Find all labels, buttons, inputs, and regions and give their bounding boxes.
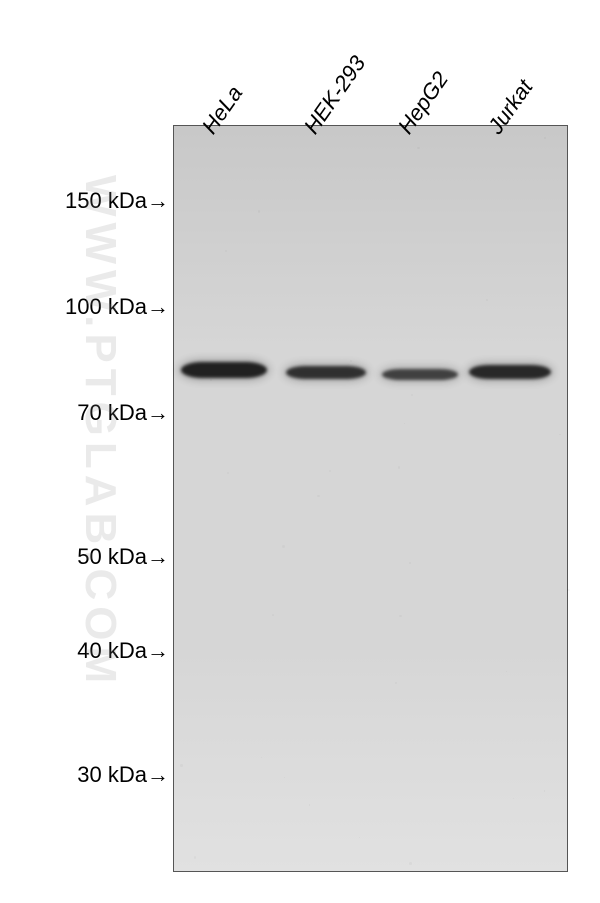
- band-lane-0: [181, 362, 267, 378]
- blot-membrane: [173, 125, 568, 872]
- band-lane-1: [286, 366, 366, 379]
- figure-container: HeLaHEK-293HepG2Jurkat 150 kDa→100 kDa→7…: [0, 0, 600, 903]
- band-lane-2: [382, 369, 458, 380]
- watermark-text: WWW.PTGLAB.COM: [75, 175, 125, 689]
- mw-marker-5: 30 kDa→: [77, 762, 169, 788]
- band-lane-3: [469, 365, 551, 379]
